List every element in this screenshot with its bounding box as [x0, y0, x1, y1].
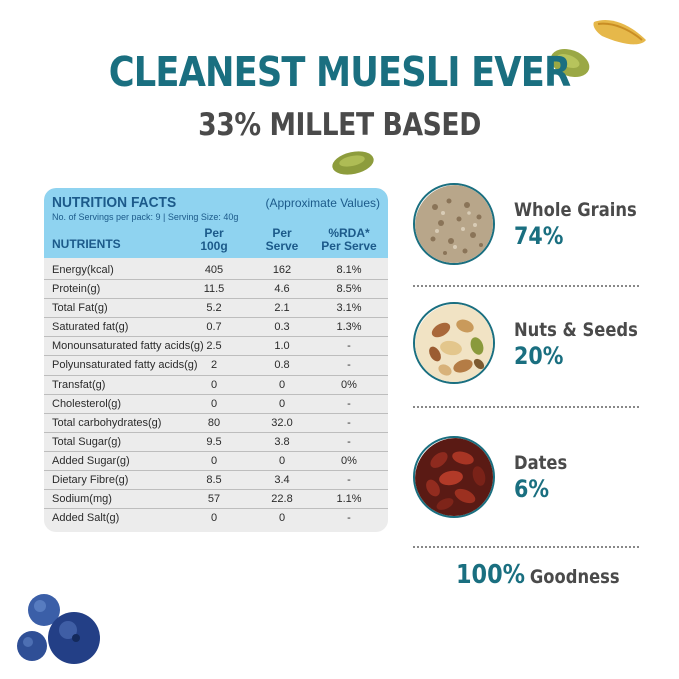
table-row: Sodium(mg) 57 22.8 1.1% — [44, 490, 388, 510]
table-row: Saturated fat(g) 0.7 0.3 1.3% — [44, 318, 388, 338]
table-row: Monounsaturated fatty acids(g) 2.5 1.0- — [44, 337, 388, 357]
col-per100g: Per 100g — [200, 226, 228, 253]
servings-info: No. of Servings per pack: 9 | Serving Si… — [52, 212, 239, 222]
table-row: Added Salt(g) 0 0- — [52, 512, 351, 525]
divider — [413, 546, 639, 548]
nuts-icon — [413, 302, 495, 384]
nutrition-facts-card: NUTRITION FACTS (Approximate Values) No.… — [44, 188, 388, 532]
pumpkin-seed-icon — [332, 151, 374, 175]
divider — [413, 285, 639, 287]
col-nutrients: NUTRIENTS — [52, 237, 121, 251]
dates-icon — [413, 436, 495, 518]
table-row: Dietary Fibre(g) 8.5 3.4- — [44, 471, 388, 491]
col-rda: %RDA* Per Serve — [321, 226, 377, 253]
approx-values-label: (Approximate Values) — [265, 196, 381, 210]
table-row: Protein(g) 11.5 4.6 8.5% — [44, 280, 388, 300]
subhead: 33% MILLET BASED — [198, 107, 481, 143]
ingredient-name: Dates — [514, 452, 568, 474]
table-row: Cholesterol(g) 0 0- — [44, 395, 388, 414]
ingredient-percent: 6% — [514, 475, 550, 503]
table-row: Total Sugar(g) 9.5 3.8- — [44, 433, 388, 452]
blueberries-icon — [17, 594, 100, 664]
nutrition-header: NUTRITION FACTS (Approximate Values) No.… — [44, 188, 388, 258]
pumpkin-seed-icon — [550, 48, 590, 78]
table-row: Transfat(g) 0 0 0% — [44, 376, 388, 395]
oat-flake-icon — [593, 20, 646, 45]
ingredient-percent: 20% — [514, 342, 564, 370]
ingredient-name: Whole Grains — [514, 199, 637, 221]
nutrition-rows: Energy(kcal) 405 162 8.1% Protein(g) 11.5 4.6… — [44, 261, 388, 528]
grains-icon — [413, 183, 495, 265]
goodness-label: 100% Goodness — [456, 560, 620, 590]
table-row: Total Fat(g) 5.2 2.1 3.1% — [44, 299, 388, 319]
headline: CLEANEST MUESLI EVER — [108, 48, 571, 96]
col-per-serve: Per Serve — [265, 226, 299, 253]
divider — [413, 406, 639, 408]
ingredient-percent: 74% — [514, 222, 564, 250]
nutrition-title: NUTRITION FACTS — [52, 194, 177, 211]
table-row: Polyunsaturated fatty acids(g) 2 0.8- — [44, 356, 388, 376]
table-row: Total carbohydrates(g) 80 32.0- — [44, 414, 388, 433]
table-row: Added Sugar(g) 0 0 0% — [44, 452, 388, 472]
table-row: Energy(kcal) 405 162 8.1% — [44, 261, 388, 281]
ingredient-name: Nuts & Seeds — [514, 319, 638, 341]
